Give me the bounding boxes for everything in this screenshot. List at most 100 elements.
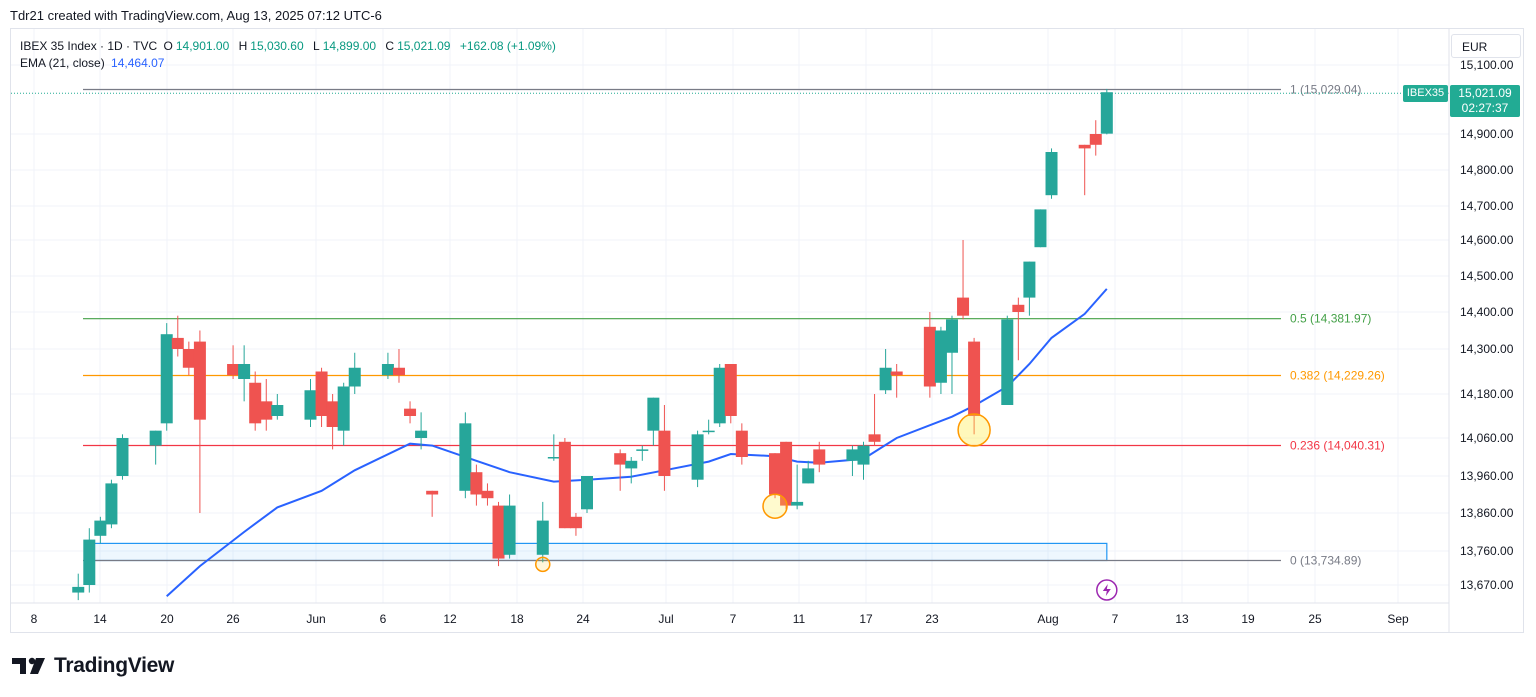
x-tick-label: 19 <box>1241 612 1255 626</box>
candle-body <box>625 460 638 469</box>
y-tick-label: 14,800.00 <box>1460 163 1514 177</box>
ema-21-line <box>166 288 1108 598</box>
candle-body <box>1034 209 1047 248</box>
candle-body <box>337 386 350 431</box>
candle-body <box>481 490 494 499</box>
candle-body <box>735 430 748 457</box>
y-tick-label: 14,600.00 <box>1460 233 1514 247</box>
candle-body <box>813 449 826 465</box>
candle-body <box>238 364 251 379</box>
candle-body <box>581 476 593 510</box>
legend-ema-label[interactable]: EMA (21, close) <box>20 56 105 70</box>
candle-body <box>658 430 671 476</box>
candle-body <box>968 341 981 416</box>
candle-body <box>1078 144 1091 149</box>
y-tick-label: 14,060.00 <box>1460 431 1514 445</box>
x-tick-label: Aug <box>1037 612 1058 626</box>
fib-label: 0.236 (14,040.31) <box>1290 438 1385 452</box>
candle-body <box>1012 304 1025 312</box>
chart-legend: IBEX 35 Index · 1D · TVC O 14,901.00 H 15,… <box>20 38 559 72</box>
candle <box>94 516 107 544</box>
candle <box>392 349 405 383</box>
candle-body <box>94 520 107 536</box>
candle <box>691 430 704 488</box>
touch-circle <box>762 493 788 519</box>
candle-body <box>1045 152 1058 196</box>
candle <box>713 364 726 427</box>
candle-body <box>769 453 782 495</box>
candle <box>182 341 195 376</box>
candle-body <box>791 501 804 506</box>
candle <box>868 394 881 446</box>
x-tick-label: Jun <box>306 612 325 626</box>
candle <box>348 352 361 394</box>
candle-body <box>857 445 870 465</box>
candle-body <box>83 539 96 585</box>
candle <box>957 240 970 320</box>
candle-body <box>957 297 970 316</box>
candle <box>934 326 947 394</box>
y-tick-label: 14,180.00 <box>1460 387 1514 401</box>
candle-body <box>1089 134 1102 145</box>
candle-body <box>426 490 439 495</box>
candle-body <box>536 520 549 555</box>
touch-circle <box>535 556 551 573</box>
candle <box>813 441 826 473</box>
y-tick-label: 13,670.00 <box>1460 578 1514 592</box>
candle <box>846 445 859 476</box>
candle <box>536 501 549 563</box>
candle-body <box>569 516 582 529</box>
candle <box>558 438 571 529</box>
candle <box>193 330 206 513</box>
candle <box>625 457 638 484</box>
candle <box>614 449 627 491</box>
candle <box>647 397 660 446</box>
bar-countdown: 02:27:37 <box>1461 101 1509 115</box>
candle <box>470 464 483 506</box>
candle-body <box>182 349 195 368</box>
candle <box>238 345 251 402</box>
last-price-tag: 15,021.09 02:27:37 <box>1450 85 1520 117</box>
x-tick-label: 24 <box>576 612 590 626</box>
candle-body <box>868 434 881 442</box>
candle <box>1078 144 1091 196</box>
time-axis: 8 14 20 26 Jun 6 12 18 24 Jul 7 11 17 23 Aug 7 13 19 25 Sep <box>11 602 1449 626</box>
x-tick-label: 18 <box>510 612 524 626</box>
support-zone-rect <box>88 542 1108 562</box>
x-tick-label: Jul <box>658 612 673 626</box>
candle-body <box>802 468 815 484</box>
candle <box>857 441 870 480</box>
candle <box>724 364 737 424</box>
candle <box>769 453 782 499</box>
y-tick-label: 15,100.00 <box>1460 58 1514 72</box>
candle <box>315 367 328 427</box>
candle <box>271 394 284 420</box>
candle-body <box>160 334 173 424</box>
candle-body <box>503 505 516 555</box>
chart-attribution: Tdr21 created with TradingView.com, Aug … <box>10 8 382 23</box>
fib-label: 1 (15,029.04) <box>1290 82 1361 96</box>
candles <box>72 88 1113 601</box>
candle-body <box>227 364 240 376</box>
candle <box>1045 148 1058 199</box>
annotations <box>535 413 1118 601</box>
support-zone <box>88 542 1108 562</box>
x-tick-label: 8 <box>31 612 38 626</box>
candle <box>149 430 162 465</box>
candle <box>547 434 560 461</box>
candle <box>890 364 903 398</box>
y-tick-label: 13,860.00 <box>1460 506 1514 520</box>
candle-body <box>271 405 284 416</box>
candle-body <box>193 341 206 420</box>
candle <box>702 419 715 435</box>
candle <box>1023 261 1036 316</box>
y-tick-label: 13,960.00 <box>1460 469 1514 483</box>
candle-body <box>415 430 428 438</box>
x-tick-label: 12 <box>443 612 457 626</box>
currency-selector[interactable]: EUR <box>1451 34 1521 58</box>
candle-body <box>249 382 262 424</box>
tradingview-logo[interactable]: TradingView <box>12 652 174 680</box>
x-tick-label: 26 <box>226 612 240 626</box>
candle <box>337 382 350 446</box>
